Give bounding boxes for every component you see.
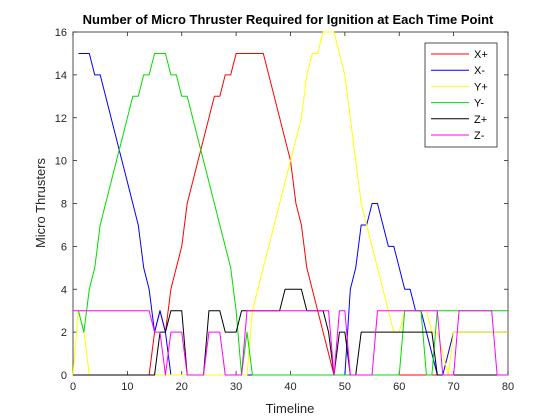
y-tick-label: 8 (61, 199, 67, 211)
x-tick-label: 10 (121, 381, 133, 393)
x-tick-label: 70 (448, 381, 460, 393)
series-line-Z- (73, 310, 508, 376)
x-tick-label: 60 (393, 381, 405, 393)
y-tick-label: 6 (61, 241, 67, 253)
x-tick-label: 30 (230, 381, 242, 393)
legend-label: Z+ (474, 114, 487, 126)
legend-label: X- (474, 65, 485, 77)
y-tick-label: 16 (55, 27, 67, 39)
x-tick-label: 40 (284, 381, 296, 393)
y-tick-label: 12 (55, 113, 67, 125)
y-axis-label: Micro Thrusters (33, 157, 48, 248)
series-line-X+ (73, 52, 508, 376)
y-tick-label: 10 (55, 156, 67, 168)
legend-label: Y+ (474, 81, 488, 93)
x-axis: 0 10 20 30 40 50 60 70 80 (70, 32, 514, 393)
series-line-X- (78, 52, 508, 376)
y-axis: 0 2 4 6 8 10 12 14 16 (55, 27, 508, 382)
legend-label: Z- (474, 130, 485, 142)
legend-label: Y- (474, 98, 484, 110)
x-tick-label: 50 (339, 381, 351, 393)
legend-label: X+ (474, 49, 488, 61)
y-tick-label: 14 (55, 70, 67, 82)
series-group (72, 31, 508, 376)
y-tick-label: 2 (61, 327, 67, 339)
x-tick-label: 80 (502, 381, 514, 393)
legend-box (424, 42, 498, 148)
chart-title: Number of Micro Thruster Required for Ig… (83, 12, 494, 27)
legend: X+ X- Y+ Y- Z+ Z- (424, 42, 498, 148)
y-tick-label: 0 (61, 370, 67, 382)
y-tick-label: 4 (61, 284, 67, 296)
x-tick-label: 20 (176, 381, 188, 393)
x-axis-label: Timeline (266, 401, 315, 416)
x-tick-label: 0 (70, 381, 76, 393)
